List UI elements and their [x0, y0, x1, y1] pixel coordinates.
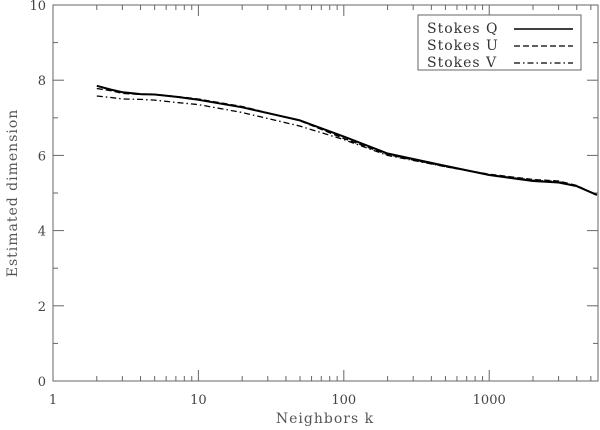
y-tick-label: 4: [38, 225, 46, 240]
series-line-stokes-q: [96, 84, 598, 196]
y-tick-label: 0: [38, 375, 46, 390]
legend-label-stokes-u: Stokes U: [427, 38, 499, 54]
y-tick-label: 8: [38, 74, 46, 89]
x-tick-label: 10: [190, 393, 207, 408]
y-tick-label: 6: [38, 149, 46, 164]
axis-tick-labels: 0 2 4 6 8 10 1 10 100 1000: [29, 0, 505, 408]
legend: Stokes Q Stokes U Stokes V: [417, 14, 582, 71]
legend-box: [417, 14, 582, 71]
x-axis-title: Neighbors k: [276, 411, 374, 427]
x-tick-label: 100: [331, 393, 356, 408]
series-line-stokes-v: [96, 95, 598, 196]
y-tick-label: 2: [38, 300, 46, 315]
y-axis-title: Estimated dimension: [5, 109, 21, 278]
series-line-stokes-u: [96, 87, 598, 196]
x-tick-label: 1: [49, 393, 57, 408]
legend-label-stokes-q: Stokes Q: [427, 21, 499, 37]
axis-ticks: [52, 4, 598, 382]
y-tick-label: 10: [29, 0, 46, 14]
legend-label-stokes-v: Stokes V: [427, 55, 497, 71]
x-tick-label: 1000: [473, 393, 506, 408]
series-lines: [96, 84, 598, 196]
